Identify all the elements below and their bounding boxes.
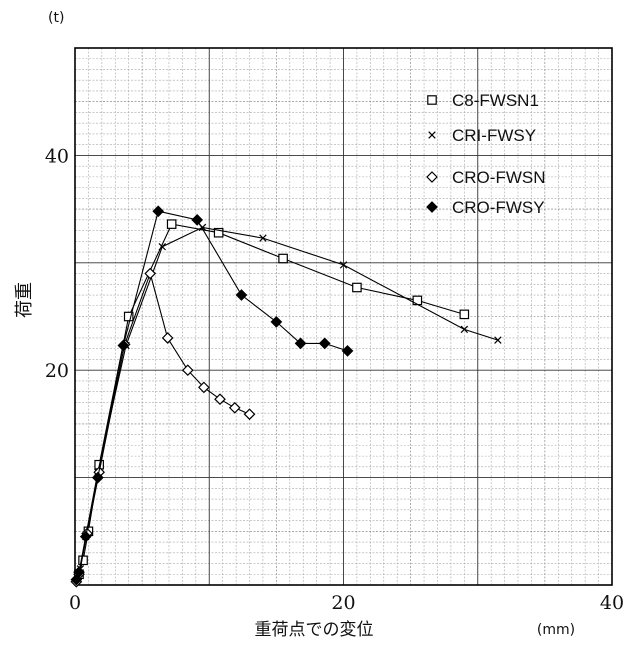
data-point-square xyxy=(78,555,88,566)
data-point-filled-diamond xyxy=(191,213,204,226)
data-point-square xyxy=(278,253,288,264)
x-stroke xyxy=(339,261,348,269)
x-tick-label: 40 xyxy=(600,592,624,614)
legend-label: CRO-FWSY xyxy=(452,198,545,217)
data-point-open-diamond xyxy=(144,267,157,280)
data-point-open-diamond xyxy=(228,401,241,414)
data-point-x xyxy=(339,261,348,269)
data-point-filled-diamond xyxy=(270,316,283,328)
data-point-x xyxy=(158,242,166,251)
data-point-open-diamond xyxy=(161,332,174,344)
data-point-square xyxy=(352,282,362,293)
x-tick-label: 20 xyxy=(331,592,355,614)
x-stroke xyxy=(198,223,207,232)
x-tick-label: 0 xyxy=(69,592,81,614)
legend-item: CRI-FWSY xyxy=(428,126,536,145)
data-point-filled-diamond xyxy=(318,337,331,350)
data-point-filled-diamond xyxy=(91,471,104,484)
y-axis-unit: (t) xyxy=(48,10,64,26)
data-point-square xyxy=(427,95,437,105)
series-line xyxy=(78,223,465,575)
series-layer xyxy=(70,205,502,588)
data-point-filled-diamond xyxy=(294,337,307,350)
data-point-x xyxy=(460,325,469,334)
data-point-square xyxy=(213,227,224,238)
legend-label: C8-FWSN1 xyxy=(452,91,539,110)
data-point-open-diamond xyxy=(426,171,438,183)
x-axis-unit: (mm) xyxy=(537,622,575,638)
minor-grid xyxy=(75,48,612,585)
plot-frame xyxy=(74,47,613,586)
legend-item: CRO-FWSN xyxy=(426,168,545,187)
series-cro-fwsy xyxy=(70,205,354,586)
data-point-square xyxy=(166,219,177,229)
x-stroke xyxy=(428,131,436,139)
data-point-square xyxy=(123,311,134,322)
series-cri-fwsy xyxy=(73,223,502,584)
data-point-square xyxy=(459,309,470,320)
legend-label: CRI-FWSY xyxy=(452,126,536,145)
data-point-open-diamond xyxy=(243,408,256,421)
x-stroke xyxy=(259,234,267,242)
data-point-x xyxy=(259,234,267,242)
series-line xyxy=(75,271,250,582)
legend-label: CRO-FWSN xyxy=(452,168,545,187)
legend: C8-FWSN1 CRI-FWSY CRO-FWSN CRO-FWSY xyxy=(426,91,545,217)
data-point-open-diamond xyxy=(214,393,226,406)
data-point-open-diamond xyxy=(181,364,194,377)
data-point-filled-diamond xyxy=(426,201,438,213)
data-point-filled-diamond xyxy=(235,289,248,301)
data-point-filled-diamond xyxy=(341,345,354,357)
x-stroke xyxy=(158,242,166,251)
data-point-filled-diamond xyxy=(117,339,130,352)
data-point-filled-diamond xyxy=(79,530,92,543)
legend-item: C8-FWSN1 xyxy=(427,91,539,110)
data-point-x xyxy=(428,131,436,139)
series-line xyxy=(75,210,348,580)
y-axis-label: 荷重 xyxy=(14,282,35,318)
y-tick-label: 20 xyxy=(45,360,69,382)
data-point-open-diamond xyxy=(198,381,210,394)
x-axis-label: 重荷点での変位 xyxy=(255,620,374,640)
data-point-filled-diamond xyxy=(73,566,85,578)
x-stroke xyxy=(494,336,502,344)
data-point-x xyxy=(494,336,502,344)
legend-item: CRO-FWSY xyxy=(426,198,545,217)
y-tick-label: 40 xyxy=(45,145,69,167)
data-point-filled-diamond xyxy=(152,205,165,218)
x-tick-labels: 0 20 40 xyxy=(69,592,624,614)
x-stroke xyxy=(460,325,469,334)
